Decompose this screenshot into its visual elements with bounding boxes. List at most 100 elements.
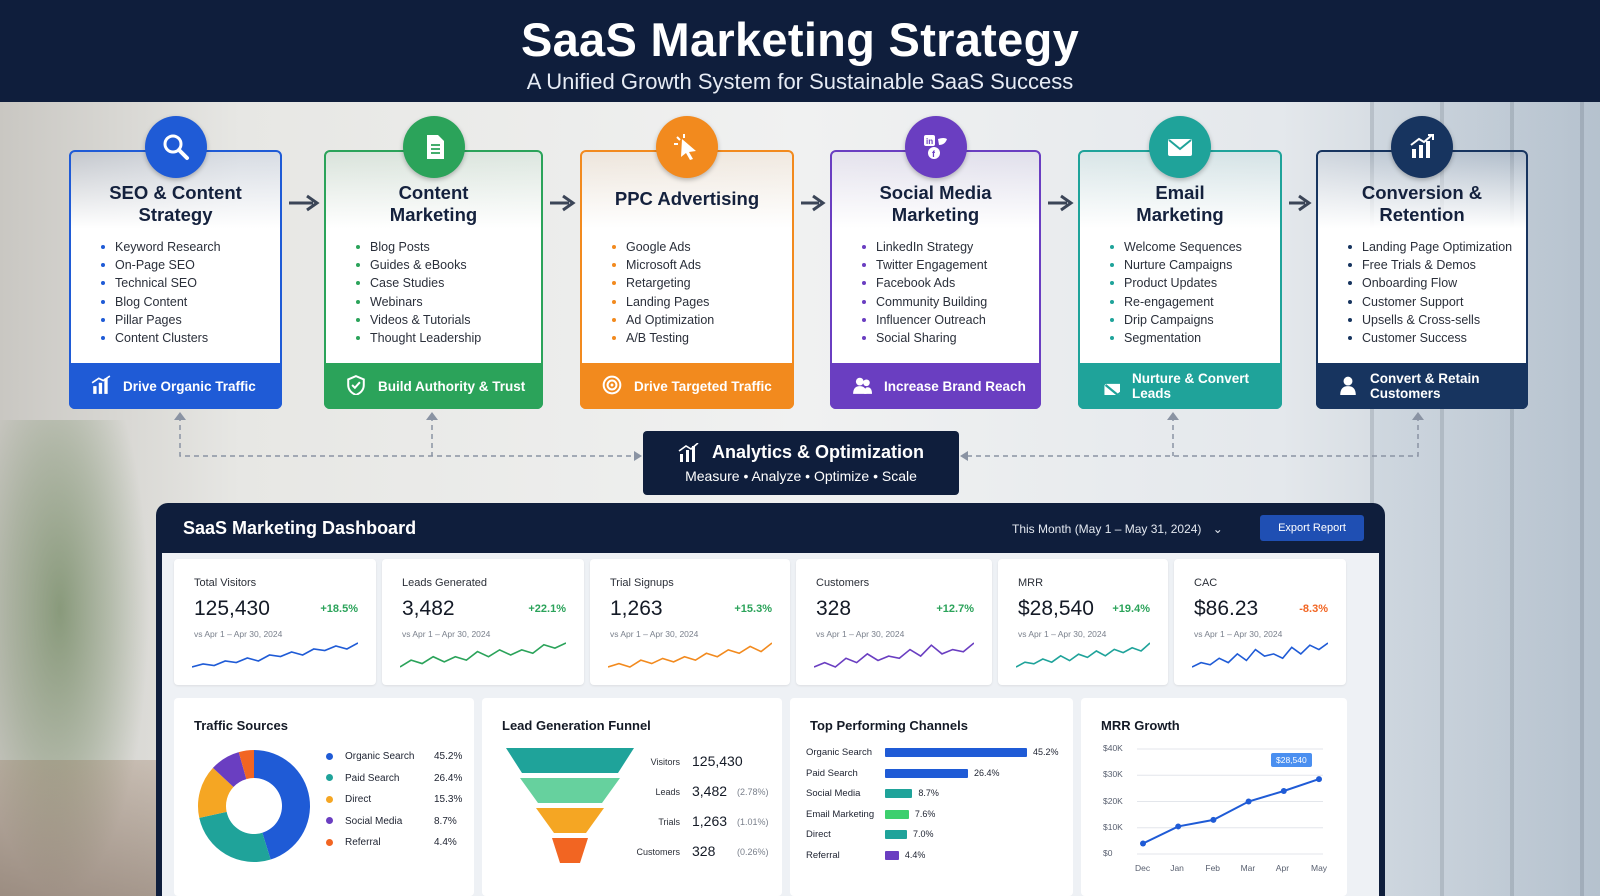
stage-items: Google Ads Microsoft Ads Retargeting Landin… [612, 238, 714, 347]
marketing-dashboard: SaaS Marketing Dashboard This Month (May… [156, 503, 1385, 896]
envelope-icon [1100, 375, 1132, 403]
sparkline-line [608, 642, 772, 668]
stage-item: Facebook Ads [862, 274, 987, 292]
stage-item: Microsoft Ads [612, 256, 714, 274]
kpi-card: Trial Signups 1,263 +15.3% vs Apr 1 – Apr 3… [590, 559, 790, 685]
stage-title-line: Marketing [1136, 204, 1224, 225]
stage-item: Guides & eBooks [356, 256, 481, 274]
stage-item: Webinars [356, 293, 481, 311]
stage-item: Product Updates [1110, 274, 1242, 292]
stage-title-line: Email [1155, 182, 1205, 203]
magnifier-icon [144, 116, 207, 178]
channel-percent: 4.4% [904, 849, 926, 860]
y-tick-label: $30K [1103, 769, 1123, 780]
stage-footer-label: Drive Organic Traffic [123, 378, 256, 394]
svg-text:in: in [926, 137, 933, 146]
x-tick-label: Feb [1205, 863, 1221, 873]
funnel-stage-value: 3,482 [692, 783, 728, 799]
stage-title: Content Marketing [334, 182, 533, 226]
stage-footer: Drive Targeted Traffic [580, 363, 794, 409]
funnel-stage [520, 778, 620, 803]
channel-label: Referral [806, 849, 840, 861]
funnel-stage-rate: (1.01%) [737, 817, 769, 827]
channel-label: Paid Search [806, 767, 858, 779]
mrr-series-line [1142, 778, 1320, 845]
funnel-chart [506, 748, 634, 863]
legend-label: Direct [345, 794, 372, 805]
channel-label: Organic Search [806, 747, 873, 758]
kpi-change: +12.7% [936, 603, 974, 615]
funnel-stage-label: Visitors [650, 757, 680, 767]
connector-right [968, 416, 1419, 457]
traffic-donut-chart [198, 750, 311, 862]
stage-title-line: Retention [1379, 204, 1465, 225]
sparkline-line [814, 642, 974, 668]
legend-dot [326, 817, 333, 825]
mrr-point [1140, 840, 1146, 847]
lead-funnel-panel: Lead Generation Funnel Visitors 125,430 Le… [482, 698, 782, 896]
funnel-stage-label: Customers [636, 847, 680, 857]
stage-footer-label: Drive Targeted Traffic [634, 378, 772, 394]
sparkline-line [1016, 642, 1150, 668]
stage-title-line: Social Media [879, 182, 992, 203]
kpi-sparkline [1016, 642, 1150, 668]
stage-footer: Increase Brand Reach [830, 363, 1041, 409]
export-report-button[interactable]: Export Report [1260, 515, 1364, 541]
connector-left [179, 416, 634, 457]
stage-items: Welcome Sequences Nurture Campaigns Produc… [1110, 238, 1242, 347]
stage-item: Nurture Campaigns [1110, 256, 1242, 274]
analytics-optimization-box: Analytics & Optimization Measure • Analy… [643, 431, 959, 495]
channel-label: Social Media [806, 788, 861, 799]
kpi-label: Customers [816, 577, 870, 589]
flow-arrow-icon [1044, 193, 1075, 213]
kpi-label: MRR [1018, 577, 1044, 589]
stage-title-line: PPC Advertising [614, 188, 760, 209]
sparkline-line [1192, 642, 1328, 668]
target-icon [602, 375, 634, 398]
stage-title-line: Marketing [389, 204, 478, 225]
connector-arrowhead [960, 451, 968, 461]
dashboard-body: Total Visitors 125,430 +18.5% vs Apr 1 – Ap… [162, 553, 1379, 896]
stage-card: SEO & Content Strategy Keyword Research On-… [69, 116, 282, 409]
kpi-value: $86.23 [1194, 597, 1259, 620]
sparkline-line [400, 642, 566, 668]
stage-item: Landing Pages [612, 293, 714, 311]
stage-item: Keyword Research [101, 238, 221, 256]
legend-dot [326, 774, 333, 782]
stage-title: PPC Advertising [590, 188, 784, 210]
kpi-label: CAC [1194, 577, 1218, 589]
background-plant [0, 420, 150, 896]
channel-bar [885, 850, 899, 860]
channel-bar [885, 768, 968, 778]
kpi-label: Trial Signups [610, 577, 674, 589]
date-range-select[interactable]: This Month (May 1 – May 31, 2024) ⌄ [1012, 522, 1223, 536]
flow-arrow-icon [797, 193, 827, 213]
legend-dot [326, 752, 333, 760]
funnel-stage [536, 808, 604, 833]
funnel-stage [552, 838, 588, 863]
stage-item: Free Trials & Demos [1348, 256, 1512, 274]
funnel-stage-label: Leads [655, 787, 680, 797]
kpi-card: Customers 328 +12.7% vs Apr 1 – Apr 30, 202… [796, 559, 992, 685]
kpi-value: 3,482 [402, 597, 455, 620]
kpi-comparison: vs Apr 1 – Apr 30, 2024 [610, 629, 699, 639]
flow-arrow-icon [1285, 193, 1313, 213]
stage-footer-label: Convert & Retain Customers [1370, 371, 1480, 401]
channel-bar [885, 830, 907, 839]
stage-items: Blog Posts Guides & eBooks Case Studies Web… [356, 238, 481, 347]
stage-footer-label: Nurture & Convert Leads [1132, 371, 1250, 401]
legend-label: Referral [345, 837, 381, 848]
stage-item: Case Studies [356, 274, 481, 292]
connector-arrowhead [634, 451, 642, 461]
connector-arrowhead [174, 412, 186, 420]
growth-chart-icon [1391, 116, 1453, 178]
dashboard-title: SaaS Marketing Dashboard [183, 518, 417, 538]
stage-item: LinkedIn Strategy [862, 238, 987, 256]
legend-item: Referral 4.4% [326, 837, 466, 848]
top-channels-title: Top Performing Channels [810, 718, 968, 733]
stage-footer: Build Authority & Trust [324, 363, 543, 409]
page-title: SaaS Marketing Strategy [520, 13, 1080, 66]
stage-card: PPC Advertising Google Ads Microsoft Ads Re… [580, 116, 794, 409]
kpi-card: Total Visitors 125,430 +18.5% vs Apr 1 – Ap… [174, 559, 376, 685]
kpi-card: CAC $86.23 -8.3% vs Apr 1 – Apr 30, 2024 [1174, 559, 1346, 685]
